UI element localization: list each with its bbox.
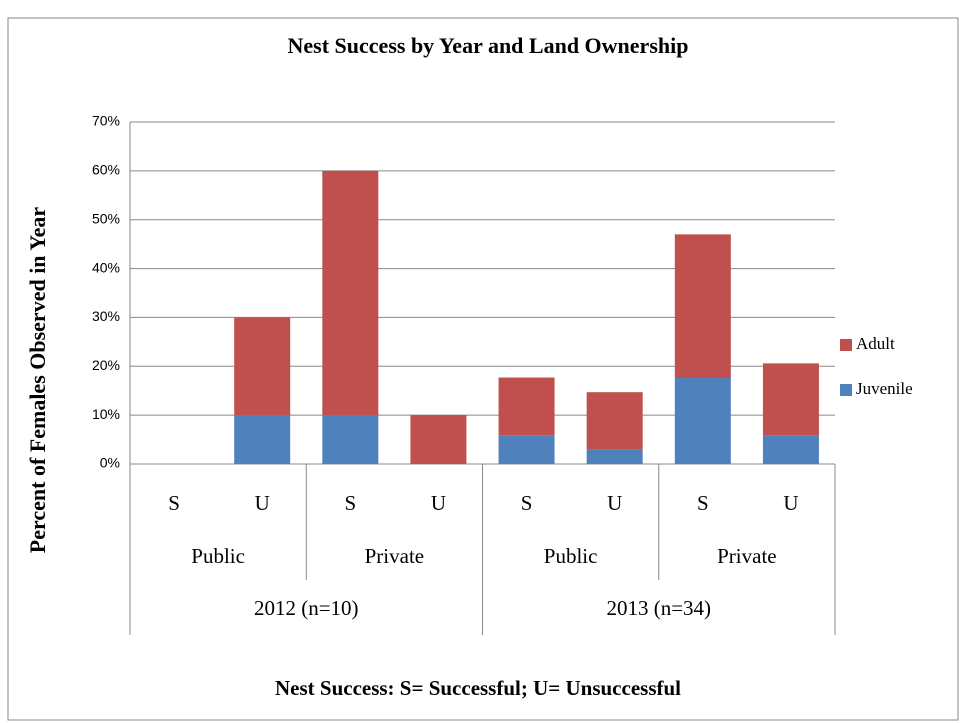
- x-tick-label: S: [697, 491, 709, 515]
- bar-segment: [234, 317, 291, 416]
- y-tick-label: 60%: [92, 162, 120, 178]
- legend-label: Juvenile: [856, 379, 913, 398]
- bar-segment: [498, 435, 555, 464]
- bar-segment: [322, 170, 379, 416]
- bar-segment: [410, 415, 467, 464]
- y-tick-label: 50%: [92, 210, 120, 226]
- bar-segment: [762, 435, 819, 464]
- bar-segment: [234, 415, 291, 464]
- bar-segment: [586, 392, 643, 450]
- bar-segment: [498, 377, 555, 436]
- legend-swatch: [840, 384, 852, 396]
- year-label: 2013 (n=34): [606, 596, 711, 620]
- bar-segment: [322, 415, 379, 464]
- y-tick-label: 30%: [92, 308, 120, 324]
- group-label: Public: [191, 544, 245, 568]
- x-tick-label: S: [344, 491, 356, 515]
- x-tick-label: S: [168, 491, 180, 515]
- y-tick-label: 70%: [92, 113, 120, 129]
- bar-segment: [674, 378, 731, 464]
- x-axis-title: Nest Success: S= Successful; U= Unsucces…: [275, 676, 681, 700]
- bar-segment: [586, 449, 643, 464]
- year-label: 2012 (n=10): [254, 596, 359, 620]
- y-tick-label: 0%: [100, 455, 120, 471]
- y-tick-label: 20%: [92, 357, 120, 373]
- y-tick-label: 40%: [92, 259, 120, 275]
- y-tick-label: 10%: [92, 406, 120, 422]
- group-label: Public: [544, 544, 598, 568]
- chart-title: Nest Success by Year and Land Ownership: [288, 33, 689, 58]
- y-axis-title: Percent of Females Observed in Year: [25, 207, 50, 554]
- bar-segment: [762, 363, 819, 436]
- x-tick-label: U: [607, 491, 622, 515]
- group-label: Private: [717, 544, 776, 568]
- legend-label: Adult: [856, 334, 895, 353]
- group-label: Private: [365, 544, 424, 568]
- bar-segment: [674, 234, 731, 379]
- legend-swatch: [840, 339, 852, 351]
- x-tick-label: S: [521, 491, 533, 515]
- x-tick-label: U: [783, 491, 798, 515]
- x-tick-label: U: [431, 491, 446, 515]
- x-tick-label: U: [255, 491, 270, 515]
